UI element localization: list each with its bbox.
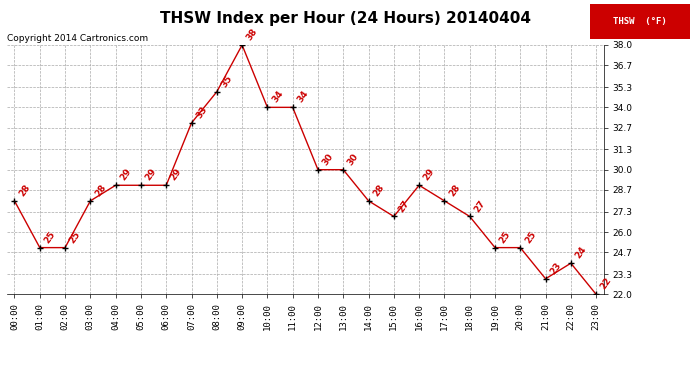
Text: 28: 28: [371, 183, 386, 198]
Text: 33: 33: [195, 105, 209, 120]
Text: 30: 30: [346, 152, 360, 167]
Text: Copyright 2014 Cartronics.com: Copyright 2014 Cartronics.com: [7, 34, 148, 43]
Text: 27: 27: [473, 198, 487, 214]
Text: 23: 23: [549, 261, 563, 276]
Text: 30: 30: [321, 152, 335, 167]
Text: 35: 35: [219, 74, 234, 89]
Text: 28: 28: [17, 183, 32, 198]
Text: 34: 34: [295, 89, 310, 105]
Text: 38: 38: [245, 27, 259, 42]
Text: 25: 25: [43, 230, 57, 245]
Text: 29: 29: [169, 167, 184, 183]
Text: 22: 22: [599, 276, 613, 292]
Text: 29: 29: [119, 167, 133, 183]
Text: 25: 25: [523, 230, 538, 245]
Text: 25: 25: [68, 230, 82, 245]
Text: THSW Index per Hour (24 Hours) 20140404: THSW Index per Hour (24 Hours) 20140404: [159, 11, 531, 26]
Text: 29: 29: [144, 167, 158, 183]
Text: 27: 27: [397, 198, 411, 214]
Text: 34: 34: [270, 89, 285, 105]
Text: 25: 25: [497, 230, 512, 245]
Text: 29: 29: [422, 167, 437, 183]
Text: 28: 28: [447, 183, 462, 198]
Text: 28: 28: [93, 183, 108, 198]
Text: 24: 24: [573, 245, 589, 260]
